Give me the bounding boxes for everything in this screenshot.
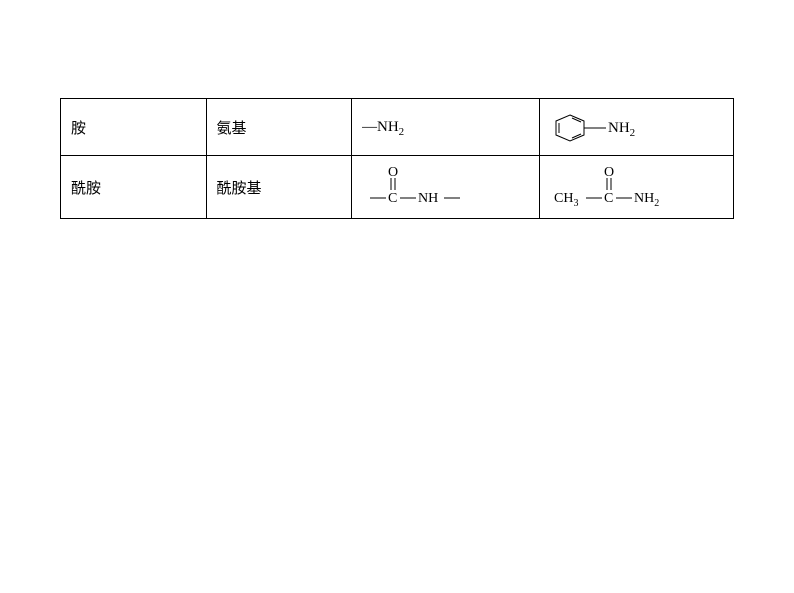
class-name-cell: 胺 [61,99,207,156]
aniline-nh2-sub: 2 [629,127,635,139]
nh2-formula-icon: —NH2 [362,115,432,139]
bond-nh-text: —NH [362,119,399,135]
group-name: 氨基 [217,121,247,137]
amide-group-structure-icon: O C NH [362,164,482,210]
group-formula-cell: O C NH [352,156,540,219]
acetamide-nh2-text: NH [634,191,654,206]
aniline-structure-icon: NH2 [550,109,670,145]
group-name-cell: 酰胺基 [206,156,352,219]
example-cell: CH3 O C NH2 [539,156,733,219]
group-name-cell: 氨基 [206,99,352,156]
chemistry-table: 胺 氨基 —NH2 [60,98,734,219]
acetamide-ch3-sub: 3 [573,198,578,209]
acetamide-ch3-text: CH [554,191,573,206]
acetamide-structure-icon: CH3 O C NH2 [550,164,700,210]
amide-nh-text: NH [418,191,438,206]
svg-text:NH2: NH2 [608,120,635,139]
acetamide-o-text: O [604,165,614,180]
aniline-nh2-text: NH [608,120,630,136]
amide-c-text: C [388,191,397,206]
acetamide-nh2-sub: 2 [654,198,659,209]
svg-text:—NH2: —NH2 [362,119,404,138]
nh2-subscript: 2 [399,126,405,138]
acetamide-c-text: C [604,191,613,206]
group-name: 酰胺基 [217,181,262,197]
group-formula-cell: —NH2 [352,99,540,156]
class-name: 胺 [71,121,86,137]
example-cell: NH2 [539,99,733,156]
class-name-cell: 酰胺 [61,156,207,219]
table-row: 胺 氨基 —NH2 [61,99,734,156]
functional-group-table: 胺 氨基 —NH2 [60,98,734,219]
svg-text:NH2: NH2 [634,191,659,209]
class-name: 酰胺 [71,181,101,197]
amide-o-text: O [388,165,398,180]
svg-text:CH3: CH3 [554,191,578,209]
table-row: 酰胺 酰胺基 O C NH [61,156,734,219]
